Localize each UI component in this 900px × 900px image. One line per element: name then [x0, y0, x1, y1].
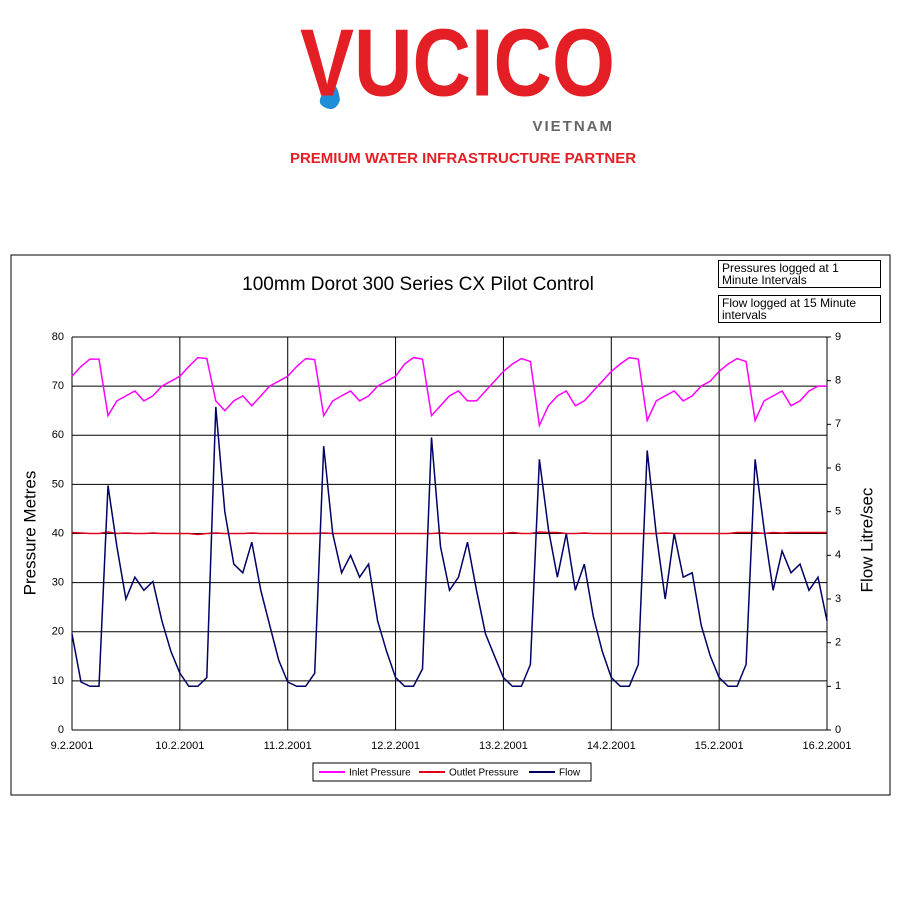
- x-tick-label: 15.2.2001: [695, 740, 744, 752]
- y2-tick-label: 7: [835, 418, 841, 430]
- y2-tick-label: 1: [835, 680, 841, 692]
- legend-box: [312, 762, 592, 782]
- x-tick-label: 14.2.2001: [587, 740, 636, 752]
- y2-tick-label: 8: [835, 375, 841, 387]
- y2-tick-label: 4: [835, 549, 841, 561]
- y2-tick-label: 3: [835, 593, 841, 605]
- y2-tick-label: 9: [835, 331, 841, 343]
- chart-title: 100mm Dorot 300 Series CX Pilot Control: [242, 274, 594, 295]
- y-tick-label: 50: [52, 478, 64, 490]
- annotation: Flow logged at 15 Minute intervals: [718, 295, 881, 323]
- logo-country: VIETNAM: [533, 118, 615, 135]
- x-tick-label: 11.2.2001: [264, 740, 312, 752]
- y2-tick-label: 6: [835, 462, 841, 474]
- y2-tick-label: 0: [835, 724, 841, 736]
- y2-tick-label: 2: [835, 637, 841, 649]
- y2-axis-label: Flow Litre/sec: [857, 487, 876, 592]
- y-tick-label: 30: [52, 577, 64, 589]
- y-tick-label: 80: [52, 331, 64, 343]
- y2-tick-label: 5: [835, 506, 841, 518]
- series-line: [71, 356, 827, 429]
- x-tick-label: 16.2.2001: [803, 740, 852, 752]
- chart-frame: [10, 254, 891, 796]
- y-axis-label: Pressure Metres: [20, 471, 39, 596]
- logo-tagline: PREMIUM WATER INFRASTRUCTURE PARTNER: [290, 150, 636, 167]
- series-line: [71, 531, 827, 536]
- y-tick-label: 10: [52, 675, 64, 687]
- y-tick-label: 20: [52, 626, 64, 638]
- logo-drop: [319, 84, 340, 109]
- logo-name: VUCICO: [300, 9, 615, 116]
- series-line: [71, 406, 828, 688]
- x-tick-label: 10.2.2001: [155, 740, 204, 752]
- annotation: Pressures logged at 1 Minute Intervals: [718, 260, 881, 288]
- y-tick-label: 0: [58, 724, 64, 736]
- y-tick-label: 40: [52, 527, 64, 539]
- x-tick-label: 13.2.2001: [479, 740, 528, 752]
- x-tick-label: 12.2.2001: [371, 740, 420, 752]
- x-tick-label: 9.2.2001: [51, 740, 94, 752]
- legend-label: Flow: [559, 768, 581, 779]
- y-tick-label: 60: [52, 429, 64, 441]
- legend-label: Inlet Pressure: [349, 768, 411, 779]
- legend-label: Outlet Pressure: [449, 768, 519, 779]
- y-tick-label: 70: [52, 380, 64, 392]
